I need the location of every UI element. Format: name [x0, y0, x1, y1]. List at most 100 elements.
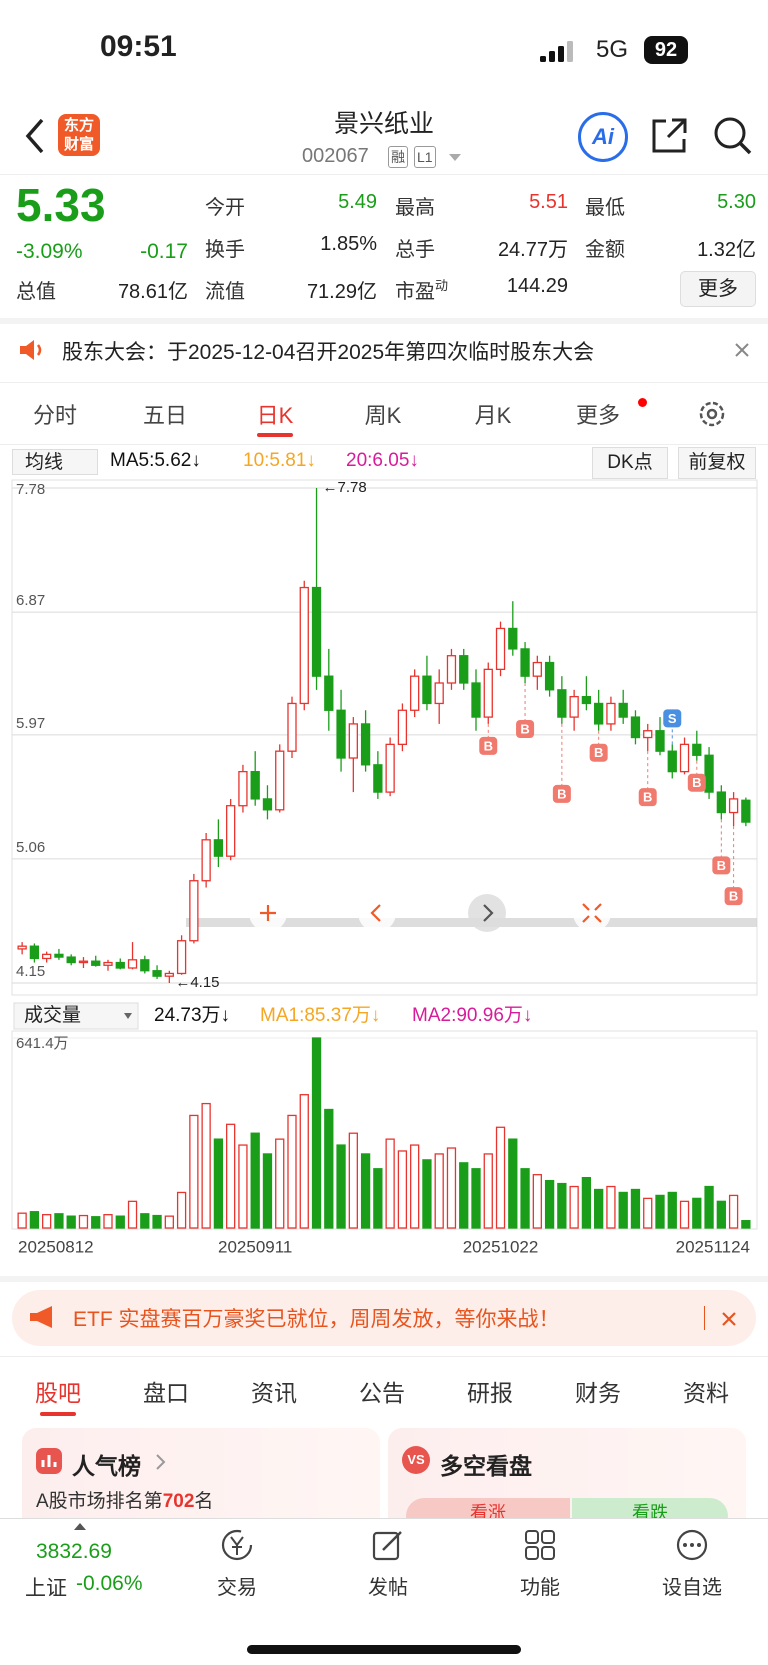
volume-bar: [201, 1102, 211, 1229]
candle-body: [544, 661, 555, 691]
candle-body: [594, 702, 604, 725]
volume-bar: [29, 1211, 40, 1229]
candle-body: [728, 798, 739, 814]
y-tick-label: 641.4万: [16, 1035, 69, 1052]
candle-body: [508, 627, 518, 650]
candle-body: [618, 702, 628, 718]
field-value: 78.61亿: [117, 281, 188, 303]
section-tab[interactable]: 盘口: [143, 1380, 189, 1406]
more-icon: [676, 1529, 708, 1561]
candle-body: [397, 709, 408, 746]
volume-bar: [152, 1214, 162, 1229]
chart-control: [468, 894, 506, 932]
chart-tab[interactable]: 周K: [364, 403, 402, 428]
field-value: 5.30: [717, 191, 756, 213]
ai-button[interactable]: Ai: [578, 112, 628, 162]
pen: [382, 1531, 402, 1551]
adjust-button[interactable]: 前复权: [678, 447, 756, 479]
section-tab[interactable]: 公告: [359, 1380, 405, 1406]
volume-bar: [667, 1191, 677, 1229]
candle-body: [275, 750, 285, 811]
candle-body: [299, 586, 309, 705]
price-annotation: ←7.78: [323, 479, 367, 496]
tab-underline: [40, 1412, 76, 1416]
price-frame: [11, 479, 758, 996]
nav-label[interactable]: 发帖: [368, 1577, 408, 1599]
close-icon: [722, 1312, 736, 1326]
volume-bar: [385, 1138, 395, 1229]
triangle: [449, 154, 461, 161]
volume-bar: [520, 1168, 530, 1229]
settings-icon: [699, 401, 725, 427]
candle-body: [311, 586, 322, 677]
candle-body: [557, 689, 567, 718]
badge: L1: [414, 146, 436, 168]
chart-tab[interactable]: 分时: [32, 403, 77, 428]
last-price: 5.33: [16, 179, 106, 231]
signal-badge: [638, 788, 657, 807]
nav-label[interactable]: 设自选: [662, 1577, 722, 1599]
volume-bar: [581, 1176, 592, 1229]
candle-body: [434, 682, 444, 705]
banner-text: ETF 实盘赛百万豪奖已就位，周周发放，等你来战！: [73, 1308, 560, 1331]
signal-label: B: [643, 790, 652, 805]
volume-bar: [594, 1188, 604, 1229]
volume-bar: [226, 1123, 236, 1229]
candle-body: [471, 682, 481, 718]
chart-tab[interactable]: 五日: [142, 403, 187, 428]
chart-tab[interactable]: 更多: [575, 403, 620, 428]
dk-button[interactable]: DK点: [592, 447, 668, 479]
index-value[interactable]: 3832.69: [36, 1540, 112, 1563]
signal-label: B: [729, 889, 738, 904]
volume-bar: [532, 1174, 542, 1229]
dot: [683, 1543, 687, 1547]
candle-body: [630, 716, 641, 739]
dropdown-icon: [449, 154, 461, 161]
ma-value: 10:5.81↓: [243, 450, 316, 471]
candle-body: [459, 655, 469, 684]
field-label: 换手: [205, 239, 245, 261]
volume-bar: [704, 1185, 714, 1229]
volume-bar: [287, 1114, 297, 1229]
field-value: 1.85%: [320, 233, 377, 255]
volume-bar: [17, 1212, 27, 1229]
section-tab[interactable]: 资料: [683, 1380, 729, 1406]
network: 5G: [596, 36, 629, 63]
volume-bar: [434, 1153, 444, 1229]
rank-title: 人气榜: [72, 1453, 141, 1479]
section-tab[interactable]: 股吧: [35, 1380, 81, 1406]
index-name: 上证: [25, 1577, 67, 1600]
volume-selector: 成交量: [24, 1004, 81, 1026]
candle-body: [324, 675, 334, 711]
chart-tab[interactable]: 日K: [256, 403, 294, 428]
notice-text[interactable]: 股东大会：于2025-12-04召开2025年第四次临时股东大会: [62, 341, 595, 364]
candle-body: [164, 972, 174, 977]
nav-label[interactable]: 功能: [520, 1577, 560, 1599]
chart-tab[interactable]: 月K: [474, 403, 512, 428]
chevron-icon: [156, 1454, 166, 1470]
promo-banner[interactable]: [12, 1290, 756, 1346]
volume-frame: [11, 1030, 758, 1230]
index-caret: [74, 1523, 86, 1530]
grid-cell: [541, 1546, 555, 1560]
ma-selector[interactable]: 均线: [12, 449, 98, 475]
close-icon: [735, 343, 749, 357]
ma-value: 20:6.05↓: [346, 450, 419, 471]
share-box: [652, 119, 686, 153]
volume-bar: [606, 1185, 616, 1229]
more-button[interactable]: 更多: [680, 271, 756, 307]
chart-control: [358, 894, 396, 932]
section-tab[interactable]: 研报: [467, 1380, 513, 1406]
volume-bar: [324, 1108, 334, 1229]
signal-label: B: [520, 721, 529, 736]
volume-bar: [103, 1214, 113, 1229]
candle-body: [103, 961, 113, 966]
candle-body: [655, 730, 665, 752]
section-tab[interactable]: 资讯: [251, 1380, 297, 1406]
change: -0.17: [140, 240, 188, 263]
section-tab[interactable]: 财务: [575, 1380, 621, 1406]
field-label: 最高: [395, 197, 435, 219]
candle-body: [262, 798, 273, 811]
volume-bar: [679, 1200, 690, 1229]
nav-label[interactable]: 交易: [217, 1577, 257, 1599]
